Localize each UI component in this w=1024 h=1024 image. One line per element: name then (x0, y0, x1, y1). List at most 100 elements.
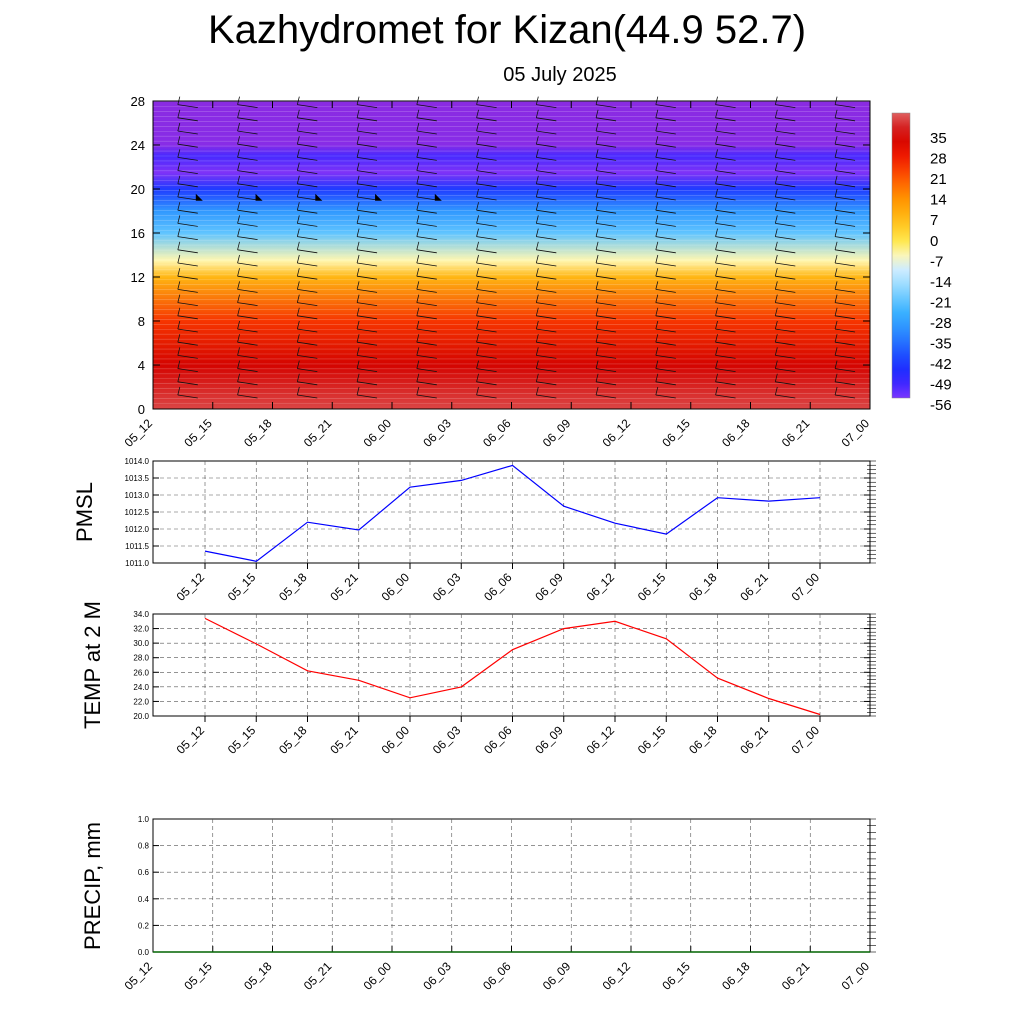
wind-barb-feather (416, 149, 420, 158)
wind-barb-feather (834, 136, 838, 145)
wind-barb-feather (356, 122, 360, 132)
x-tick-label: 05_15 (225, 570, 259, 604)
x-tick-label: 06_09 (540, 959, 574, 993)
wind-barb (835, 130, 856, 135)
colorbar-bar (891, 112, 911, 399)
wind-barb-feather (595, 294, 599, 303)
wind-barb-feather (476, 254, 479, 264)
wind-barb-feather (296, 347, 300, 356)
wind-barb-feather (177, 215, 181, 224)
wind-barb-feather (237, 334, 240, 343)
wind-barb-feather (655, 202, 659, 211)
wind-barb-feather (177, 241, 181, 250)
wind-barb-feather (774, 136, 778, 145)
wind-barb (835, 328, 856, 333)
wind-barb (536, 355, 557, 359)
wind-barb (536, 130, 557, 135)
wind-barb (177, 170, 198, 174)
wind-barb-feather (356, 254, 360, 264)
wind-barb (536, 289, 557, 293)
wind-barb-feather (774, 162, 778, 171)
wind-barb (237, 183, 258, 188)
wind-barb-feather (535, 122, 539, 132)
wind-barb (416, 315, 437, 320)
wind-barb (177, 315, 198, 320)
wind-barb (596, 289, 617, 293)
wind-barb (297, 249, 318, 254)
wind-barb-feather (237, 294, 240, 303)
wind-barb-feather (655, 360, 659, 369)
wind-barb-feather (595, 373, 599, 382)
wind-barb-feather (535, 162, 539, 171)
wind-barb-feather (476, 122, 479, 132)
x-tick-label: 06_15 (635, 570, 669, 604)
x-tick-label: 06_12 (584, 723, 618, 757)
wind-barb (536, 223, 557, 227)
wind-barb (536, 275, 557, 280)
wind-barb-feather (774, 241, 778, 250)
wind-barb (655, 341, 676, 346)
wind-barb (357, 223, 378, 227)
wind-barb (835, 275, 856, 280)
wind-barb (177, 394, 198, 399)
wind-barb (237, 196, 258, 201)
wind-barb (775, 249, 796, 254)
wind-pennant (434, 193, 442, 201)
y-axis-label: PRECIP, mm (80, 822, 105, 950)
wind-barb-feather (834, 188, 838, 198)
wind-barb-feather (177, 360, 181, 369)
wind-barb-feather (237, 136, 240, 145)
wind-barb-feather (715, 241, 718, 250)
colorbar: 35 28 21 14 7 0 -7 -14 -21 -28 -35 -42 -49 -56 (891, 112, 952, 414)
wind-barb (416, 104, 437, 108)
wind-barb (835, 157, 856, 161)
wind-barb (536, 302, 557, 306)
wind-barb-feather (356, 373, 360, 382)
wind-barb-feather (296, 386, 300, 396)
wind-barb-feather (177, 149, 181, 158)
wind-barb-feather (177, 122, 181, 132)
wind-barb (775, 130, 796, 135)
wind-barb-feather (655, 373, 659, 382)
wind-barb (177, 157, 198, 161)
x-tick-label: 06_09 (532, 570, 566, 604)
wind-barb-feather (715, 215, 718, 224)
wind-barb (357, 328, 378, 333)
wind-barb-feather (774, 360, 778, 369)
wind-barb (536, 381, 557, 386)
wind-barb (297, 170, 318, 174)
wind-barb-feather (296, 215, 300, 224)
wind-pennant (375, 193, 383, 201)
wind-barb (416, 328, 437, 333)
wind-barb (177, 289, 198, 293)
wind-barb-feather (774, 254, 778, 264)
wind-barb (775, 302, 796, 306)
wind-barb (416, 262, 437, 267)
wind-barb (476, 341, 497, 346)
wind-barb (655, 275, 676, 280)
wind-barb-feather (715, 162, 718, 171)
x-tick-label: 06_00 (379, 723, 413, 757)
wind-barb (715, 223, 736, 227)
wind-barb (835, 223, 856, 227)
wind-barb (596, 117, 617, 122)
wind-barb (536, 117, 557, 122)
wind-barb (596, 183, 617, 188)
wind-barb-feather (177, 268, 181, 277)
wind-barb (775, 368, 796, 372)
y-tick-label: 20.0 (133, 712, 149, 721)
plot-frame (152, 613, 871, 717)
x-tick-label: 05_18 (276, 570, 310, 604)
wind-barb-feather (774, 320, 778, 330)
wind-barb-feather (476, 386, 479, 396)
wind-barb-feather (177, 294, 181, 303)
wind-barb-feather (177, 373, 181, 382)
wind-barb-feather (356, 334, 360, 343)
wind-barb-feather (655, 347, 659, 356)
wind-barb (476, 328, 497, 333)
wind-barb-feather (535, 294, 539, 303)
y-tick-label: 0.2 (138, 921, 150, 930)
wind-barb (357, 236, 378, 240)
wind-barb-feather (476, 202, 479, 211)
x-tick-label: 06_18 (686, 723, 720, 757)
